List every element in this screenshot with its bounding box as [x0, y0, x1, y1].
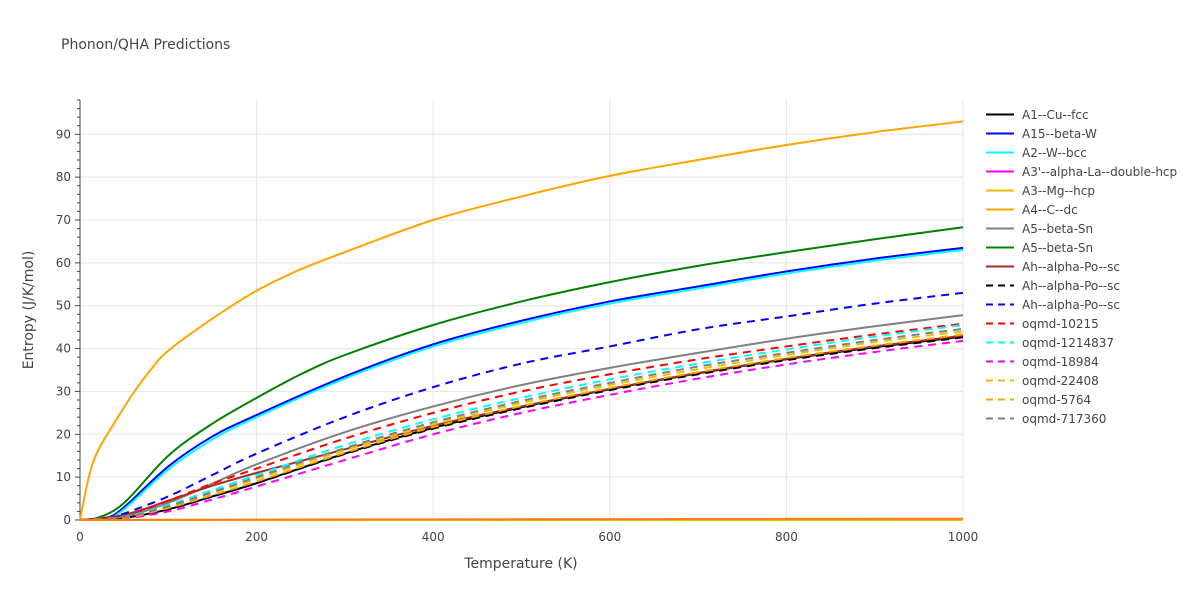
legend-item[interactable]: oqmd-10215 — [982, 314, 1177, 333]
legend-swatch — [986, 208, 1014, 211]
y-tick-label: 20 — [56, 427, 71, 441]
legend-item[interactable]: A4--C--dc — [982, 200, 1177, 219]
legend-swatch — [986, 170, 1014, 173]
legend-swatch — [986, 303, 1014, 306]
series-line-0 — [79, 335, 964, 521]
y-tick-label: 10 — [56, 470, 71, 484]
legend-swatch — [986, 322, 1014, 325]
x-tick-label: 0 — [76, 530, 84, 544]
legend-label: oqmd-717360 — [1022, 411, 1107, 426]
legend-swatch — [986, 360, 1014, 363]
legend-label: oqmd-22408 — [1022, 373, 1099, 388]
series-line-10 — [79, 291, 964, 521]
legend-swatch — [986, 417, 1014, 420]
legend: A1--Cu--fcc A15--beta-W A2--W--bcc A3'--alp… — [982, 105, 1177, 428]
chart-title: Phonon/QHA Predictions — [61, 37, 231, 53]
legend-label: Ah--alpha-Po--sc — [1022, 297, 1120, 312]
legend-label: oqmd-18984 — [1022, 354, 1099, 369]
y-tick-label: 80 — [56, 170, 71, 184]
legend-label: Ah--alpha-Po--sc — [1022, 259, 1120, 274]
series-line-16 — [79, 327, 964, 521]
legend-label: A5--beta-Sn — [1022, 221, 1094, 236]
legend-swatch — [986, 189, 1014, 192]
y-tick-label: 50 — [56, 299, 71, 313]
x-tick-label: 800 — [775, 530, 798, 544]
legend-item[interactable]: oqmd-18984 — [982, 352, 1177, 371]
legend-swatch — [986, 341, 1014, 344]
legend-swatch — [986, 113, 1014, 116]
y-tick-label: 70 — [56, 213, 71, 227]
series-layer — [79, 120, 964, 522]
series-line-13 — [79, 339, 964, 521]
series-line-15 — [79, 333, 964, 521]
series-line-2 — [79, 249, 964, 521]
legend-swatch — [986, 265, 1014, 268]
series-line-11 — [79, 322, 964, 521]
series-line-6 — [79, 314, 964, 521]
legend-label: oqmd-10215 — [1022, 316, 1099, 331]
legend-item[interactable]: A5--beta-Sn — [982, 219, 1177, 238]
legend-label: oqmd-5764 — [1022, 392, 1092, 407]
legend-label: A15--beta-W — [1022, 126, 1097, 141]
legend-swatch — [986, 398, 1014, 401]
series-line-8 — [79, 334, 964, 521]
x-tick-label: 1000 — [948, 530, 979, 544]
y-tick-label: 30 — [56, 384, 71, 398]
y-tick-label: 90 — [56, 127, 71, 141]
legend-item[interactable]: oqmd-717360 — [982, 409, 1177, 428]
series-line-7 — [79, 226, 964, 521]
legend-swatch — [986, 379, 1014, 382]
legend-item[interactable]: oqmd-1214837 — [982, 333, 1177, 352]
legend-item[interactable]: A15--beta-W — [982, 124, 1177, 143]
legend-label: oqmd-1214837 — [1022, 335, 1115, 350]
legend-swatch — [986, 151, 1014, 154]
series-line-5 — [79, 120, 964, 521]
grid-layer — [80, 100, 964, 520]
y-axis-label: Entropy (J/K/mol) — [21, 251, 37, 370]
legend-swatch — [986, 227, 1014, 230]
legend-label: A3'--alpha-La--double-hcp — [1022, 164, 1178, 179]
series-line-12 — [79, 324, 964, 521]
legend-label: A5--beta-Sn — [1022, 240, 1094, 255]
legend-item[interactable]: A5--beta-Sn — [982, 238, 1177, 257]
x-tick-label: 600 — [598, 530, 621, 544]
legend-item[interactable]: oqmd-22408 — [982, 371, 1177, 390]
legend-item[interactable]: oqmd-5764 — [982, 390, 1177, 409]
legend-swatch — [986, 132, 1014, 135]
x-tick-label: 200 — [245, 530, 268, 544]
legend-item[interactable]: Ah--alpha-Po--sc — [982, 276, 1177, 295]
legend-label: Ah--alpha-Po--sc — [1022, 278, 1120, 293]
legend-label: A4--C--dc — [1022, 202, 1078, 217]
legend-swatch — [986, 284, 1014, 287]
legend-label: A3--Mg--hcp — [1022, 183, 1095, 198]
y-tick-label: 0 — [63, 513, 71, 527]
x-tick-label: 400 — [422, 530, 445, 544]
legend-item[interactable]: A2--W--bcc — [982, 143, 1177, 162]
series-line-14 — [79, 330, 964, 521]
legend-item[interactable]: A1--Cu--fcc — [982, 105, 1177, 124]
series-line-9 — [79, 336, 964, 521]
legend-label: A2--W--bcc — [1022, 145, 1087, 160]
series-line-1 — [79, 246, 964, 521]
legend-label: A1--Cu--fcc — [1022, 107, 1089, 122]
legend-item[interactable]: Ah--alpha-Po--sc — [982, 257, 1177, 276]
series-line-17 — [79, 517, 964, 521]
legend-item[interactable]: Ah--alpha-Po--sc — [982, 295, 1177, 314]
legend-item[interactable]: A3--Mg--hcp — [982, 181, 1177, 200]
x-axis-label: Temperature (K) — [463, 556, 577, 572]
y-tick-label: 40 — [56, 342, 71, 356]
y-tick-label: 60 — [56, 256, 71, 270]
legend-item[interactable]: A3'--alpha-La--double-hcp — [982, 162, 1177, 181]
legend-swatch — [986, 246, 1014, 249]
